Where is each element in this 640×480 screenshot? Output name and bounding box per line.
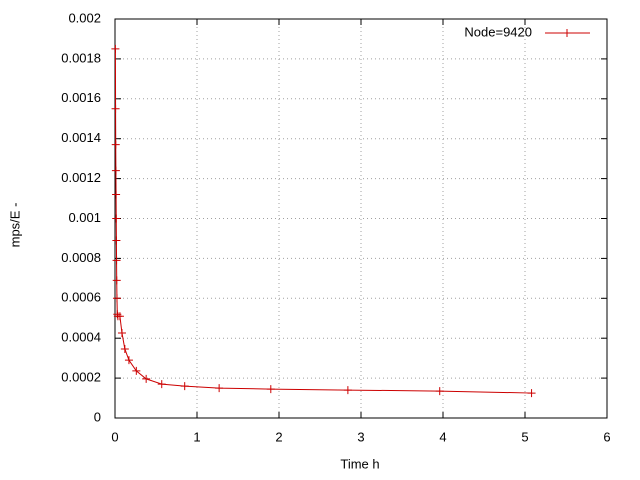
x-tick-label: 2 bbox=[275, 429, 282, 444]
point bbox=[115, 312, 124, 321]
point bbox=[157, 380, 166, 389]
point bbox=[111, 44, 120, 53]
y-tick-label: 0.0002 bbox=[61, 370, 101, 385]
point bbox=[112, 236, 121, 245]
x-tick-label: 0 bbox=[111, 429, 118, 444]
y-axis-label: mps/E - bbox=[7, 203, 22, 248]
point bbox=[527, 389, 536, 398]
x-tick-label: 3 bbox=[357, 429, 364, 444]
point bbox=[111, 140, 120, 149]
point bbox=[266, 385, 275, 394]
x-axis-label: Time h bbox=[340, 456, 379, 471]
point bbox=[343, 386, 352, 395]
y-tick-label: 0 bbox=[94, 409, 101, 424]
point bbox=[180, 382, 189, 391]
point bbox=[112, 276, 121, 285]
y-tick-label: 0.0006 bbox=[61, 290, 101, 305]
point bbox=[112, 190, 121, 199]
point bbox=[132, 366, 141, 375]
point bbox=[563, 29, 571, 37]
point bbox=[117, 329, 126, 338]
point bbox=[215, 384, 224, 393]
x-tick-label: 1 bbox=[193, 429, 200, 444]
point bbox=[142, 374, 151, 383]
point bbox=[112, 256, 121, 265]
y-tick-label: 0.002 bbox=[68, 10, 101, 25]
point bbox=[120, 344, 129, 353]
point bbox=[435, 387, 444, 396]
y-tick-label: 0.0014 bbox=[61, 130, 101, 145]
point bbox=[111, 166, 120, 175]
point bbox=[124, 356, 133, 365]
x-tick-label: 4 bbox=[439, 429, 446, 444]
legend-label: Node=9420 bbox=[464, 24, 532, 39]
point bbox=[111, 104, 120, 113]
y-tick-label: 0.0018 bbox=[61, 50, 101, 65]
point bbox=[112, 294, 121, 303]
y-tick-label: 0.0012 bbox=[61, 170, 101, 185]
y-tick-label: 0.0004 bbox=[61, 330, 101, 345]
x-tick-label: 5 bbox=[521, 429, 528, 444]
x-tick-label: 6 bbox=[603, 429, 610, 444]
y-tick-label: 0.0008 bbox=[61, 250, 101, 265]
y-tick-label: 0.0016 bbox=[61, 90, 101, 105]
y-tick-label: 0.001 bbox=[68, 210, 101, 225]
point bbox=[112, 214, 121, 223]
